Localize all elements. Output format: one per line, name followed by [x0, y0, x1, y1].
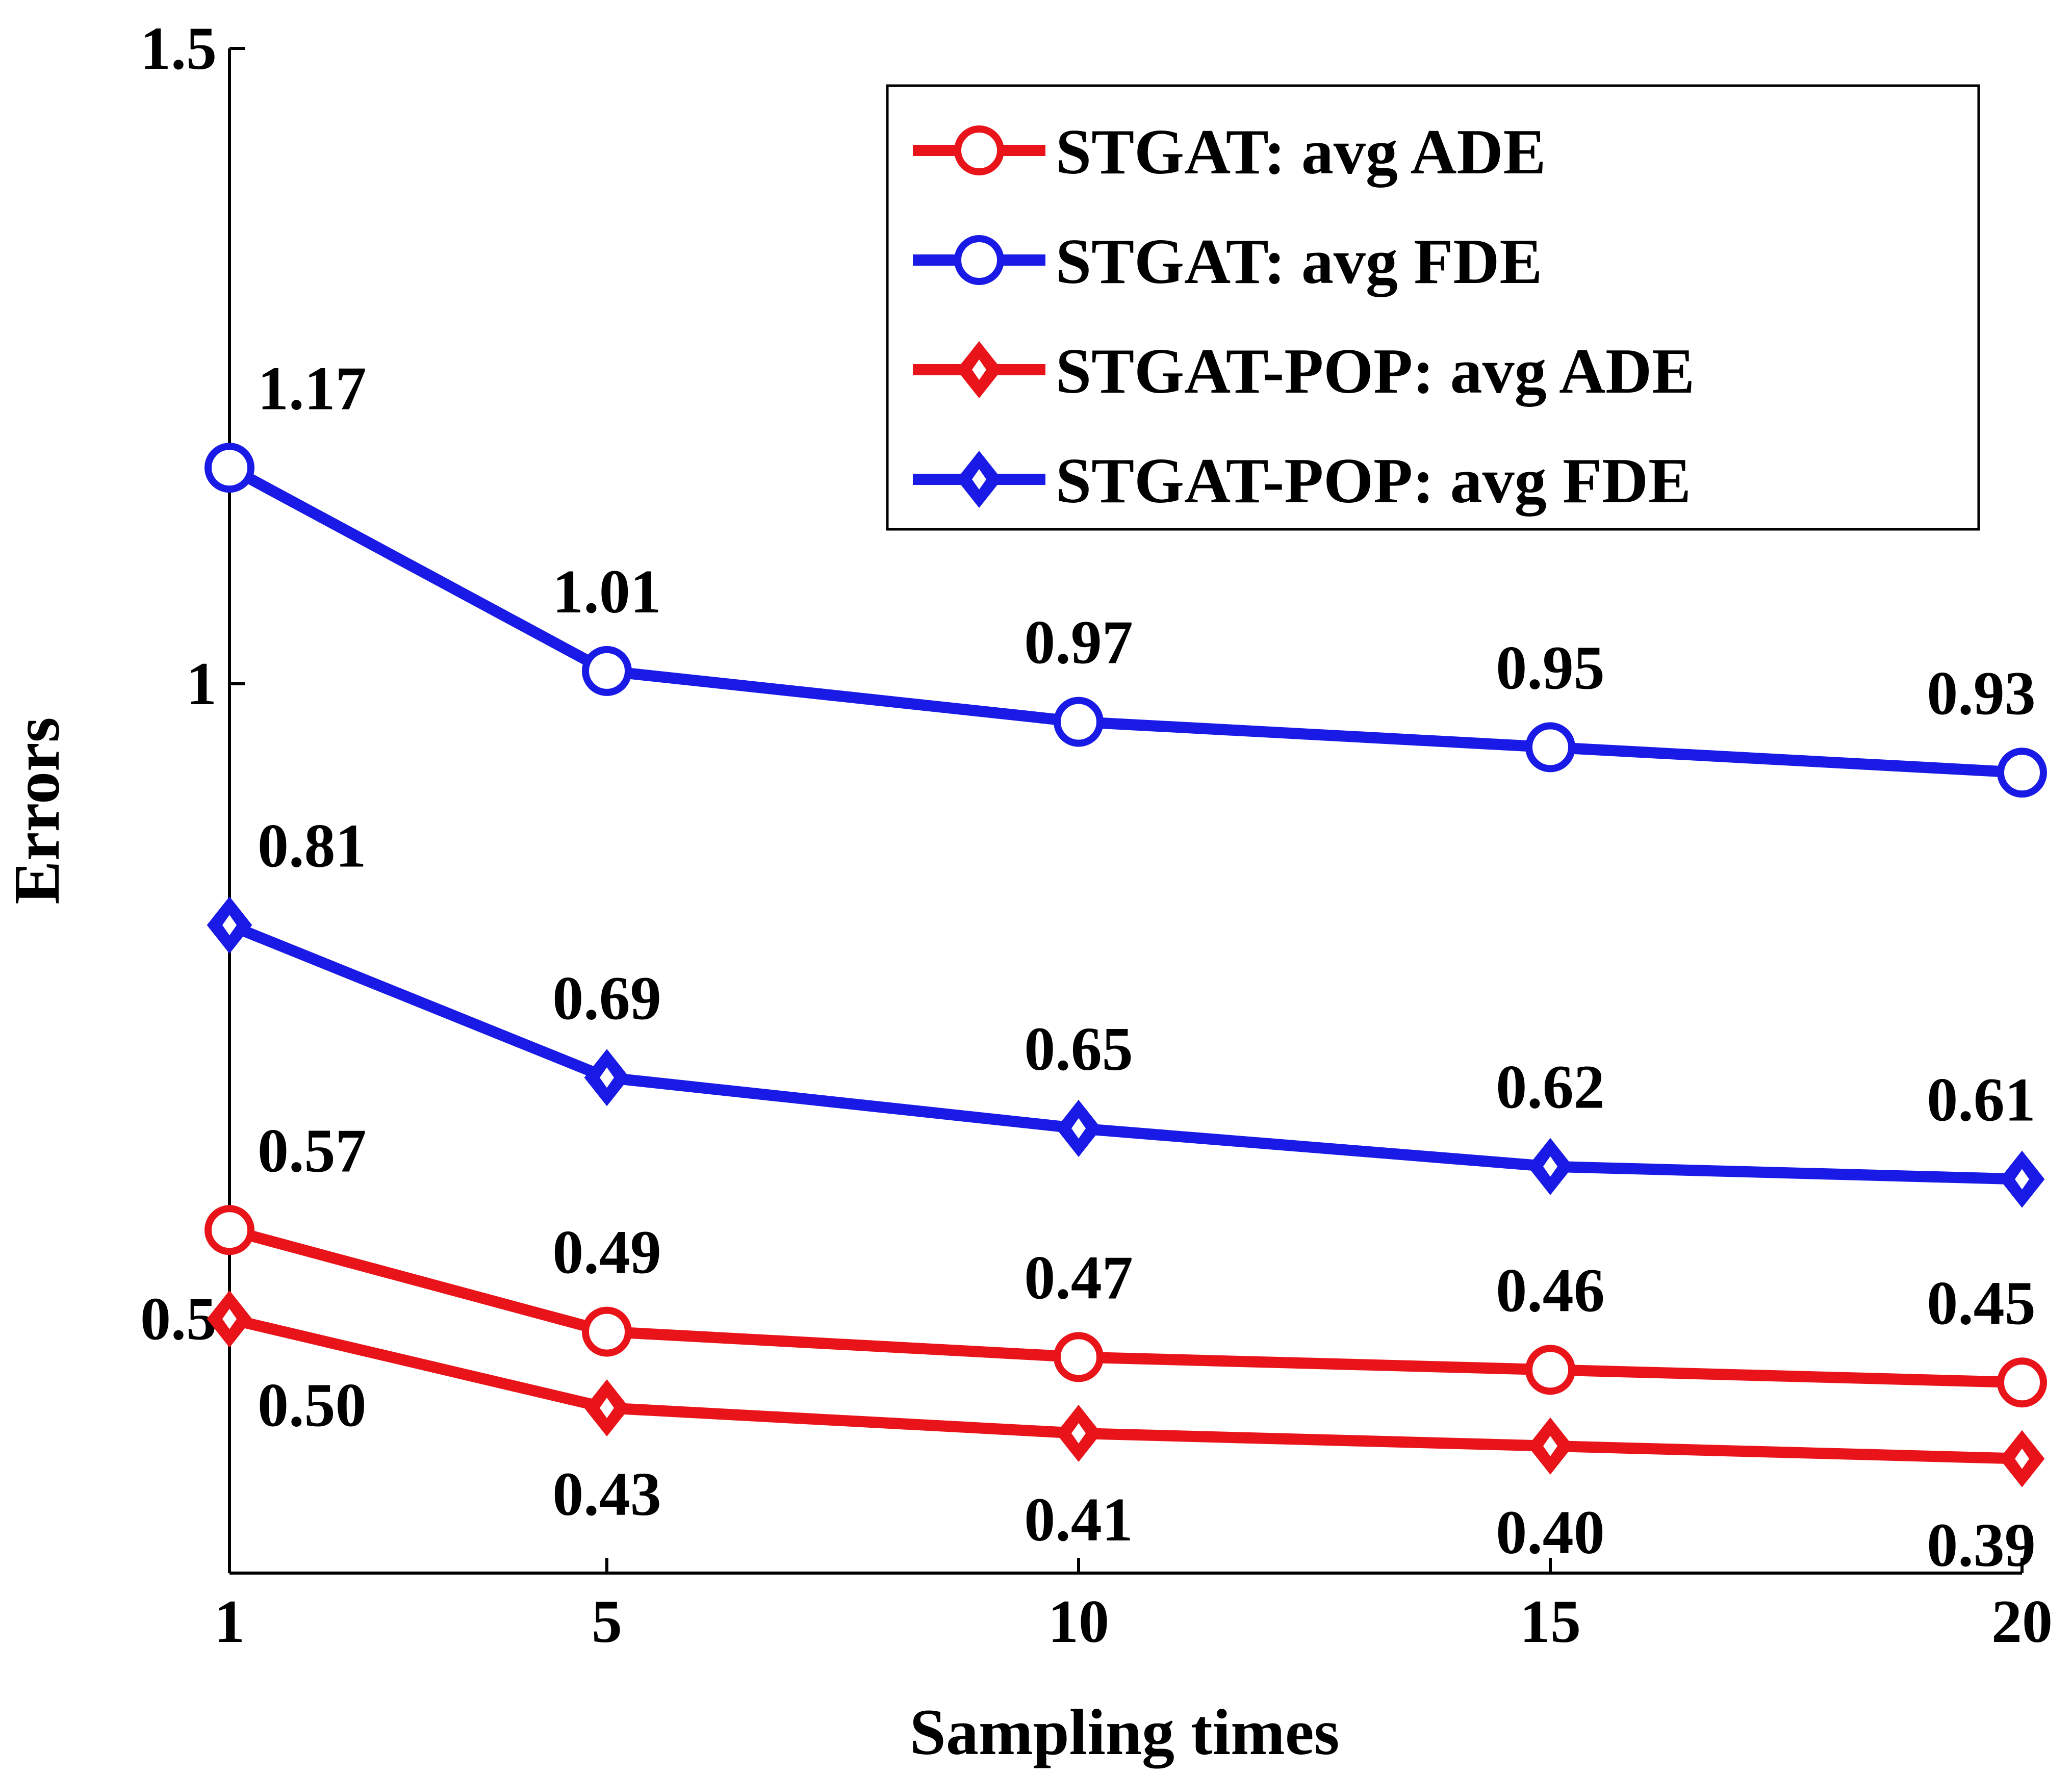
y-axis-title: Errors [1, 717, 73, 904]
legend-entry: STGAT-POP: avg FDE [913, 446, 1691, 517]
data-point-marker [1525, 1345, 1575, 1395]
data-label: 1.01 [552, 557, 661, 626]
data-point-marker [582, 1306, 632, 1357]
legend-marker-center [972, 469, 986, 490]
series-stgat-0 [204, 1205, 2047, 1408]
data-point-marker-center [1543, 1435, 1557, 1456]
legend-entry: STGAT-POP: avg ADE [913, 336, 1695, 407]
x-axis-title: Sampling times [910, 1696, 1340, 1768]
data-label: 0.41 [1024, 1485, 1133, 1554]
series-stgat-pop-3 [207, 896, 2045, 1208]
y-tick-label: 1.5 [140, 14, 217, 82]
data-point-marker-center [222, 915, 237, 936]
x-tick-label: 20 [1991, 1587, 2053, 1655]
data-label: 0.62 [1496, 1053, 1605, 1122]
data-label: 0.49 [552, 1218, 661, 1287]
data-point-marker-center [600, 1398, 614, 1419]
data-label: 0.95 [1496, 633, 1605, 702]
data-label: 0.69 [552, 964, 661, 1033]
data-label: 0.57 [258, 1116, 367, 1185]
data-point-marker-center [222, 1308, 237, 1329]
series-stgat-1 [204, 443, 2047, 798]
data-label: 0.47 [1024, 1243, 1133, 1312]
data-point-marker [1054, 1332, 1104, 1382]
y-tick-label: 0.5 [140, 1285, 217, 1353]
data-label: 0.40 [1496, 1498, 1605, 1567]
legend-label: STGAT-POP: avg ADE [1056, 336, 1695, 407]
x-tick-label: 10 [1048, 1587, 1109, 1655]
data-label: 1.17 [258, 354, 367, 423]
x-ticks: 1 5 10 15 20 [214, 1558, 2053, 1655]
data-point-marker [1997, 748, 2047, 798]
data-label: 0.81 [258, 811, 367, 880]
data-label: 0.65 [1024, 1015, 1133, 1084]
data-point-marker [204, 1205, 254, 1255]
data-point-marker [1525, 722, 1575, 773]
x-tick-label: 1 [214, 1587, 245, 1655]
series-stgat-pop-2 [207, 1290, 2045, 1487]
y-tick-label: 1 [186, 650, 217, 717]
legend-entry: STGAT: avg ADE [913, 117, 1546, 188]
y-ticks: 0.5 1 1.5 [140, 14, 245, 1353]
data-label: 0.97 [1024, 608, 1133, 677]
data-point-marker-center [1071, 1118, 1086, 1139]
legend-entry: STGAT: avg FDE [913, 226, 1542, 297]
data-point-marker-center [600, 1067, 614, 1088]
x-tick-label: 5 [592, 1587, 622, 1655]
data-label: 0.61 [1927, 1066, 2036, 1135]
series-layer [204, 443, 2047, 1487]
legend: STGAT: avg ADE STGAT: avg FDE STGAT-POP: a… [886, 84, 1980, 531]
data-label: 0.39 [1927, 1511, 2036, 1580]
data-point-marker-center [2015, 1169, 2029, 1190]
data-label: 0.45 [1927, 1269, 2036, 1337]
legend-label: STGAT: avg FDE [1056, 226, 1542, 297]
data-point-marker [582, 646, 632, 696]
data-label: 0.50 [258, 1371, 367, 1440]
data-label: 0.93 [1927, 659, 2036, 728]
x-tick-label: 15 [1520, 1587, 1581, 1655]
legend-box [886, 84, 1980, 531]
legend-marker [954, 235, 1004, 285]
data-point-marker [1054, 697, 1104, 747]
data-point-marker-center [2015, 1448, 2029, 1469]
data-label: 0.43 [552, 1460, 661, 1529]
data-labels: 0.57 0.49 0.47 0.46 0.45 1.17 1.01 0.97 0.95 0.93… [258, 354, 2036, 1580]
legend-marker-center [972, 359, 986, 380]
data-point-marker-center [1071, 1423, 1086, 1444]
data-point-marker-center [1543, 1156, 1557, 1177]
legend-label: STGAT: avg ADE [1056, 117, 1546, 188]
data-point-marker [204, 443, 254, 493]
legend-entries: STGAT: avg ADE STGAT: avg FDE STGAT-POP: a… [913, 117, 1695, 517]
legend-marker [954, 125, 1004, 175]
legend-label: STGAT-POP: avg FDE [1056, 446, 1691, 517]
data-label: 0.46 [1496, 1256, 1605, 1325]
data-point-marker [1997, 1357, 2047, 1408]
